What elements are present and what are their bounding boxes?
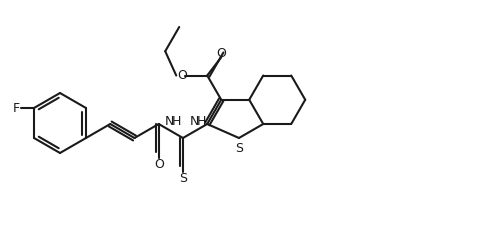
Text: H: H (172, 114, 182, 128)
Text: S: S (179, 172, 187, 184)
Text: O: O (154, 158, 164, 170)
Text: F: F (13, 101, 20, 114)
Text: S: S (235, 142, 243, 154)
Text: N: N (189, 114, 199, 128)
Text: N: N (165, 114, 174, 128)
Text: O: O (177, 69, 187, 82)
Text: O: O (216, 47, 226, 60)
Text: H: H (196, 114, 206, 128)
